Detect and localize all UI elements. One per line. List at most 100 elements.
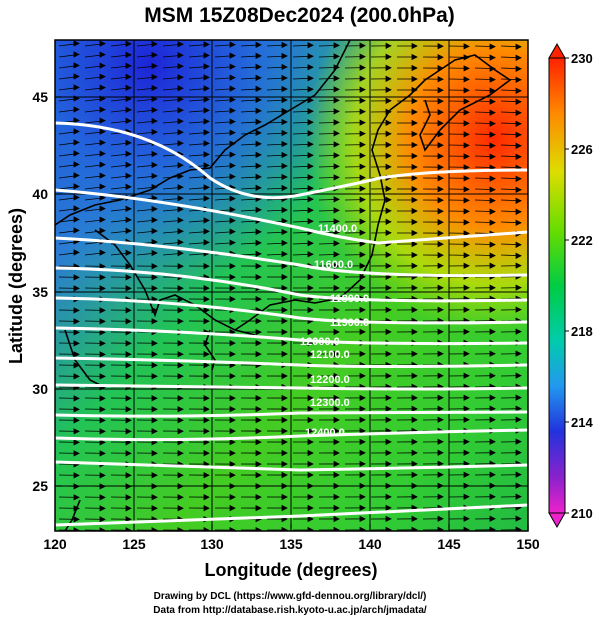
wind-vector-head <box>281 273 288 281</box>
wind-vector-head <box>99 406 106 413</box>
wind-vector-head <box>255 206 262 213</box>
wind-vector-head <box>281 140 288 148</box>
wind-vector-head <box>437 449 444 456</box>
wind-vector-head <box>229 372 236 380</box>
wind-vector-head <box>489 219 496 226</box>
wind-vector-head <box>73 161 80 168</box>
wind-vector-head <box>411 372 418 379</box>
wind-vector-head <box>411 515 418 522</box>
wind-vector-head <box>489 471 496 478</box>
wind-vector-head <box>307 526 314 531</box>
wind-vector-head <box>229 427 236 435</box>
wind-vector-head <box>125 263 132 270</box>
wind-vector-head <box>463 262 470 269</box>
wind-vector-head <box>73 249 80 256</box>
wind-vector-head <box>385 372 392 380</box>
contour-line <box>55 356 528 368</box>
wind-vector-head <box>151 249 158 257</box>
wind-vector-head <box>99 307 106 314</box>
wind-vector-head <box>307 306 314 314</box>
wind-vector-head <box>437 460 444 467</box>
wind-vector-head <box>281 449 288 457</box>
wind-vector-head <box>307 86 314 93</box>
wind-vector-head <box>515 76 522 83</box>
wind-vector-head <box>333 372 340 380</box>
wind-vector-head <box>307 438 314 446</box>
wind-vector-head <box>489 482 496 489</box>
wind-vector-head <box>411 196 418 204</box>
wind-vector-head <box>437 526 444 531</box>
wind-vector-head <box>463 460 470 467</box>
wind-vector-head <box>359 251 366 258</box>
wind-vector-head <box>203 118 210 125</box>
wind-vector-head <box>515 416 522 423</box>
contour-line <box>55 188 528 245</box>
wind-vector-head <box>307 493 314 501</box>
wind-vector-head <box>385 405 392 413</box>
wind-vector-head <box>99 505 106 512</box>
wind-vector-head <box>281 151 288 159</box>
wind-vector-head <box>333 97 340 104</box>
wind-vector-head <box>281 206 288 214</box>
wind-vector-head <box>255 151 262 158</box>
wind-vector-head <box>125 505 132 512</box>
wind-vector-head <box>489 284 496 291</box>
wind-vector-head <box>73 106 80 113</box>
wind-vector-head <box>177 96 184 103</box>
wind-vector-head <box>489 142 496 149</box>
wind-vector-head <box>411 493 418 500</box>
wind-vector-head <box>333 262 340 270</box>
wind-vector-head <box>359 273 366 281</box>
wind-vector-head <box>229 74 236 81</box>
contour-line <box>55 503 528 527</box>
wind-vector-head <box>437 416 444 423</box>
wind-vector-head <box>411 306 418 313</box>
wind-vector-head <box>99 205 106 212</box>
wind-vector-head <box>151 238 158 246</box>
wind-vector-head <box>437 405 444 412</box>
wind-vector-head <box>229 493 236 501</box>
wind-vector-head <box>151 362 158 369</box>
wind-vector-head <box>203 450 210 457</box>
wind-vector-head <box>463 515 470 522</box>
wind-vector-head <box>229 482 236 490</box>
wind-vector-head <box>463 109 470 116</box>
wind-vector-head <box>489 131 496 138</box>
wind-vector-head <box>255 372 262 380</box>
wind-vector-head <box>99 128 106 135</box>
wind-vector-head <box>359 240 366 247</box>
colorbar-label: 218 <box>571 324 593 339</box>
wind-vector-head <box>73 73 80 80</box>
contour-line <box>55 460 528 472</box>
wind-vector-head <box>359 284 366 292</box>
wind-vector-head <box>177 129 184 136</box>
wind-vector-head <box>385 504 392 512</box>
wind-vector-head <box>463 153 470 160</box>
wind-vector-head <box>203 296 210 303</box>
wind-vector-head <box>359 416 366 424</box>
wind-vector-head <box>125 161 132 168</box>
wind-vector-head <box>73 62 80 69</box>
wind-vector-head <box>307 207 314 214</box>
wind-vector-head <box>359 196 366 203</box>
wind-vector-head <box>203 96 210 103</box>
wind-vector-head <box>385 53 392 60</box>
wind-vector-head <box>307 449 314 457</box>
wind-vector-head <box>151 128 158 136</box>
y-tick-label: 40 <box>32 186 48 202</box>
wind-vector-head <box>177 285 184 292</box>
wind-vector-head <box>437 98 444 105</box>
wind-vector-head <box>203 107 210 114</box>
wind-vector-head <box>437 87 444 94</box>
wind-vector-head <box>385 328 392 336</box>
wind-vector-head <box>333 504 340 512</box>
wind-vector-head <box>125 483 132 490</box>
wind-vector-head <box>463 98 470 105</box>
wind-vector-head <box>411 449 418 456</box>
wind-vector-head <box>307 141 314 148</box>
wind-vector-head <box>411 394 418 401</box>
x-tick-label: 125 <box>122 536 146 552</box>
wind-vector-head <box>359 350 366 358</box>
wind-vector-head <box>203 85 210 92</box>
wind-vector-head <box>515 405 522 412</box>
